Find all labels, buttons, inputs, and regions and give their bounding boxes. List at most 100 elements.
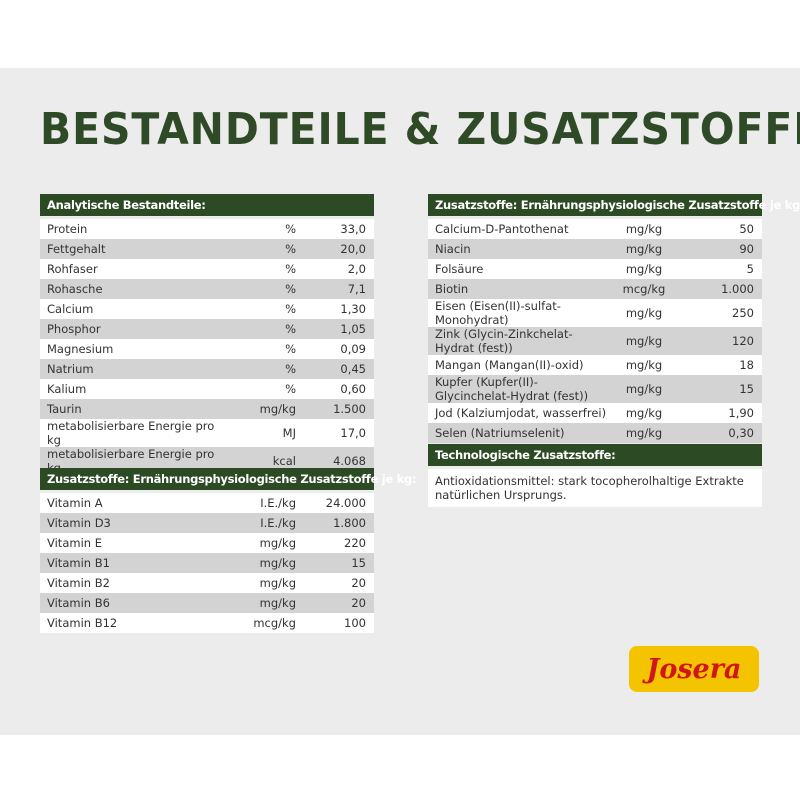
nutrient-unit: mg/kg <box>625 334 663 348</box>
nutrient-value: 15 <box>739 382 754 396</box>
nutrient-value: 17,0 <box>340 426 366 440</box>
nutrient-unit: % <box>285 342 296 356</box>
table-row: Protein% 33,0 <box>40 219 374 239</box>
nutrient-name: Magnesium <box>47 342 114 356</box>
nutrient-name: Calcium-D-Pantothenat <box>435 222 569 236</box>
nutrient-unit: mg/kg <box>625 242 663 256</box>
table-row: Biotin mcg/kg 1.000 <box>428 279 762 299</box>
nutrient-name: Natrium <box>47 362 94 376</box>
nutrient-value: 7,1 <box>347 282 366 296</box>
nutrient-name: Kalium <box>47 382 87 396</box>
table-row: Vitamin B2 mg/kg 20 <box>40 573 374 593</box>
nutrient-unit: MJ <box>282 426 296 440</box>
nutrient-unit: mg/kg <box>259 576 296 590</box>
nutrient-name: Kupfer (Kupfer(II)-Glycinchelat-Hydrat (… <box>435 375 589 403</box>
table-row: Folsäure mg/kg 5 <box>428 259 762 279</box>
nutrient-unit: mg/kg <box>259 596 296 610</box>
table-row: Vitamin B12 mcg/kg 100 <box>40 613 374 633</box>
nutrient-value: 4.068 <box>333 454 366 468</box>
table-row: Magnesium% 0,09 <box>40 339 374 359</box>
table-row: Vitamin B1 mg/kg 15 <box>40 553 374 573</box>
nutrient-name: Fettgehalt <box>47 242 106 256</box>
table-row: Vitamin D3 I.E./kg 1.800 <box>40 513 374 533</box>
nutrient-value: 1.000 <box>721 282 754 296</box>
nutrient-unit: mg/kg <box>259 556 296 570</box>
table-row: Fettgehalt% 20,0 <box>40 239 374 259</box>
nutrient-unit: mg/kg <box>625 262 663 276</box>
nutrient-value: 1,05 <box>340 322 366 336</box>
analytical-table: Analytische Bestandteile: Protein% 33,0 Fe… <box>40 194 374 475</box>
nutrient-value: 2,0 <box>347 262 366 276</box>
nutrient-value: 33,0 <box>340 222 366 236</box>
nutrient-value: 0,30 <box>728 426 754 440</box>
nutrient-unit: kcal <box>272 454 296 468</box>
nutrient-value: 20,0 <box>340 242 366 256</box>
nutrient-unit: mg/kg <box>625 222 663 236</box>
nutrient-value: 0,60 <box>340 382 366 396</box>
nutrient-value: 1,90 <box>728 406 754 420</box>
table-row: Kupfer (Kupfer(II)-Glycinchelat-Hydrat (… <box>428 375 762 403</box>
nutrient-value: 20 <box>351 596 366 610</box>
nutrient-name: Eisen (Eisen(II)-sulfat-Monohydrat) <box>435 299 561 327</box>
vitamins-header: Zusatzstoffe: Ernährungsphysiologische Z… <box>40 468 417 490</box>
nutrient-unit: mg/kg <box>625 382 663 396</box>
nutrient-unit: mg/kg <box>625 406 663 420</box>
vitamins-table: Zusatzstoffe: Ernährungsphysiologische Z… <box>40 468 417 633</box>
table-row: Jod (Kalziumjodat, wasserfrei) mg/kg 1,90 <box>428 403 762 423</box>
nutrient-name: Vitamin D3 <box>47 516 111 530</box>
table-row: Phosphor% 1,05 <box>40 319 374 339</box>
table-row: metabolisierbare Energie pro kg MJ 17,0 <box>40 419 374 447</box>
table-row: Vitamin E mg/kg 220 <box>40 533 374 553</box>
nutrient-unit: % <box>285 382 296 396</box>
nutrient-name: Selen (Natriumselenit) <box>435 426 565 440</box>
nutrient-name: Rohasche <box>47 282 103 296</box>
nutrient-unit: % <box>285 242 296 256</box>
nutrient-name: Zink (Glycin-Zinkchelat-Hydrat (fest)) <box>435 327 573 355</box>
nutrient-name: Protein <box>47 222 88 236</box>
table-row: Taurin mg/kg 1.500 <box>40 399 374 419</box>
nutrient-unit: mg/kg <box>625 426 663 440</box>
nutrient-name: Vitamin B6 <box>47 596 110 610</box>
nutrient-name: Phosphor <box>47 322 101 336</box>
nutrient-value: 120 <box>732 334 754 348</box>
minerals-header: Zusatzstoffe: Ernährungsphysiologische Z… <box>428 194 800 216</box>
nutrient-name: Vitamin B1 <box>47 556 110 570</box>
table-row: Vitamin A I.E./kg 24.000 <box>40 493 374 513</box>
table-row: Zink (Glycin-Zinkchelat-Hydrat (fest)) mg… <box>428 327 762 355</box>
table-row: Eisen (Eisen(II)-sulfat-Monohydrat) mg/kg… <box>428 299 762 327</box>
table-row: Selen (Natriumselenit) mg/kg 0,30 <box>428 423 762 443</box>
nutrient-name: Taurin <box>47 402 82 416</box>
nutrient-value: 1,30 <box>340 302 366 316</box>
nutrient-value: 90 <box>739 242 754 256</box>
nutrient-unit: % <box>285 322 296 336</box>
nutrient-value: 0,09 <box>340 342 366 356</box>
technological-text: Antioxidationsmittel: stark tocopherolha… <box>428 469 762 507</box>
nutrient-name: Vitamin A <box>47 496 103 510</box>
nutrient-value: 250 <box>732 306 754 320</box>
nutrient-value: 20 <box>351 576 366 590</box>
nutrient-unit: % <box>285 222 296 236</box>
nutrient-name: Rohfaser <box>47 262 98 276</box>
nutrient-value: 5 <box>746 262 754 276</box>
nutrient-unit: mcg/kg <box>253 616 296 630</box>
nutrient-value: 24.000 <box>325 496 366 510</box>
technological-header: Technologische Zusatzstoffe: <box>428 444 762 466</box>
nutrient-unit: mg/kg <box>259 402 296 416</box>
nutrient-value: 1.800 <box>333 516 366 530</box>
nutrient-value: 100 <box>344 616 366 630</box>
table-row: Calcium% 1,30 <box>40 299 374 319</box>
nutrient-unit: % <box>285 282 296 296</box>
nutrient-value: 0,45 <box>340 362 366 376</box>
josera-logo: Josera <box>629 646 759 692</box>
nutrient-unit: I.E./kg <box>260 516 296 530</box>
table-row: Rohfaser% 2,0 <box>40 259 374 279</box>
table-row: Vitamin B6 mg/kg 20 <box>40 593 374 613</box>
nutrient-value: 1.500 <box>333 402 366 416</box>
nutrient-unit: I.E./kg <box>260 496 296 510</box>
table-row: Mangan (Mangan(II)-oxid) mg/kg 18 <box>428 355 762 375</box>
nutrient-unit: mg/kg <box>259 536 296 550</box>
nutrient-name: Calcium <box>47 302 94 316</box>
nutrient-name: Niacin <box>435 242 471 256</box>
nutrient-value: 220 <box>344 536 366 550</box>
nutrient-unit: mg/kg <box>625 306 663 320</box>
